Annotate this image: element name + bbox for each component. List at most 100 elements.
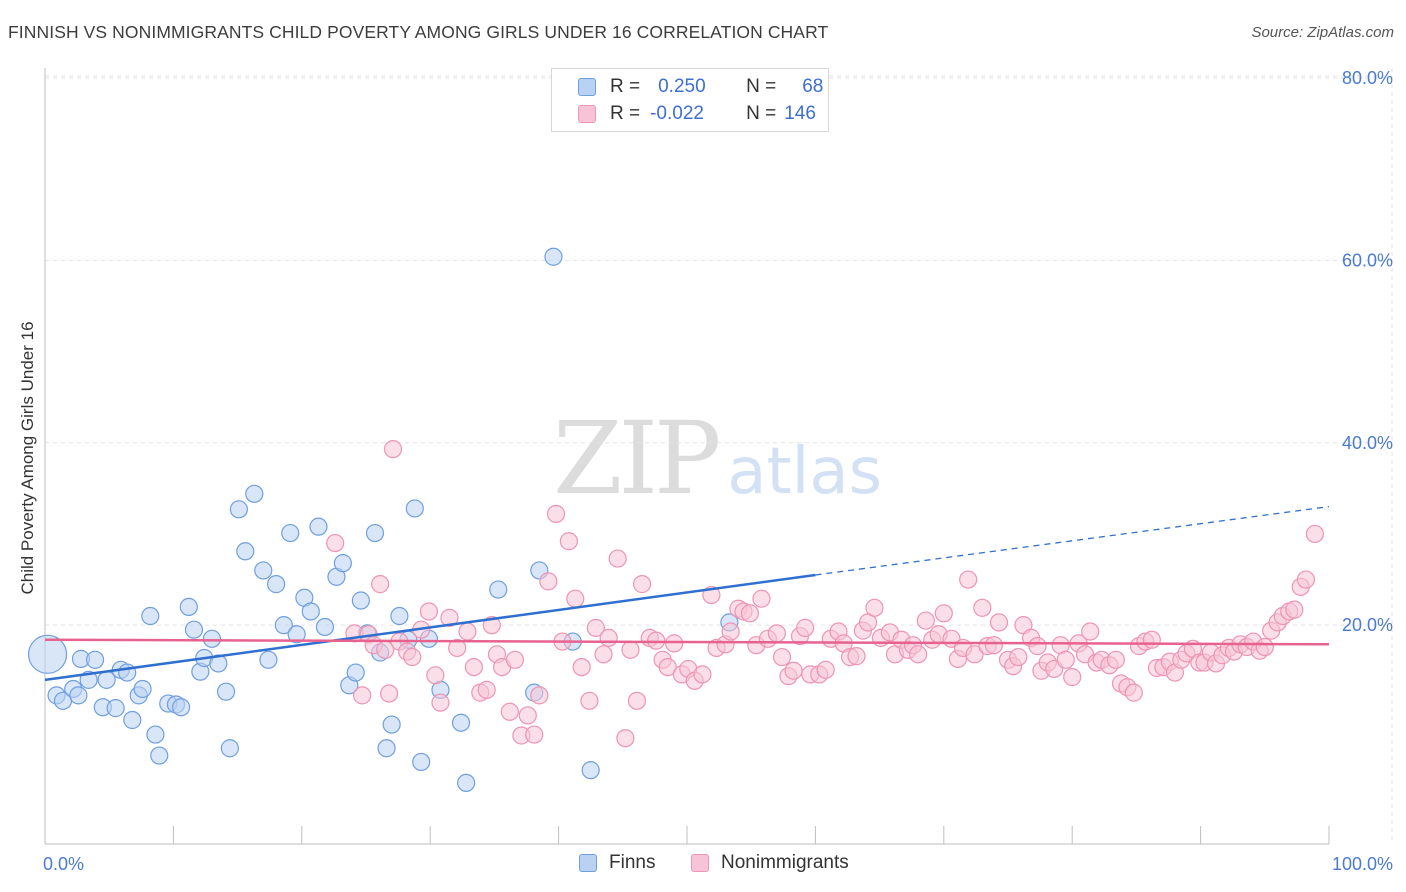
source-attribution: Source: ZipAtlas.com bbox=[1251, 24, 1394, 41]
nonimmigrants-point bbox=[772, 647, 792, 667]
legend-row-nonimmigrants: R = -0.022 N = 146 bbox=[578, 103, 816, 125]
finns-point bbox=[382, 715, 401, 734]
nonimmigrants-swatch bbox=[578, 105, 596, 123]
nonimmigrants-point bbox=[784, 661, 803, 680]
nonimmigrants-point bbox=[518, 706, 537, 725]
nonimmigrants-point bbox=[1305, 524, 1324, 544]
nonimmigrants-point bbox=[594, 645, 613, 664]
legend-item-finns[interactable]: Finns bbox=[579, 852, 655, 874]
finns-point bbox=[301, 602, 320, 621]
nonimmigrants-point bbox=[693, 665, 712, 684]
nonimmigrants-point bbox=[566, 589, 585, 608]
nonimmigrants-point bbox=[816, 660, 835, 679]
nonimmigrants-point bbox=[665, 634, 684, 653]
finns-point bbox=[457, 773, 476, 793]
nonimmigrants-point bbox=[752, 589, 771, 608]
nonimmigrants-point bbox=[847, 647, 866, 666]
nonimmigrants-point bbox=[546, 504, 566, 523]
finns-point bbox=[27, 634, 68, 674]
watermark: ZIP atlas bbox=[553, 400, 882, 517]
legend-item-nonimmigrants[interactable]: Nonimmigrants bbox=[691, 852, 849, 874]
finns-swatch bbox=[578, 78, 596, 96]
nonimmigrants-point bbox=[1009, 647, 1028, 667]
nonimmigrants-point bbox=[1124, 683, 1143, 702]
nonimmigrants-point bbox=[572, 657, 591, 677]
finns-point bbox=[390, 606, 409, 626]
finns-point bbox=[123, 710, 142, 730]
nonimmigrants-point bbox=[431, 693, 450, 712]
finns-point bbox=[377, 739, 396, 758]
legend-finns-label: Finns bbox=[609, 852, 656, 873]
finns-point bbox=[281, 523, 300, 543]
finns-r-value: 0.250 bbox=[658, 76, 706, 97]
nonimmigrants-point bbox=[616, 729, 635, 748]
nonimmigrants-point bbox=[1285, 600, 1304, 619]
finns-point bbox=[229, 500, 248, 519]
nonimmigrants-n-label: N = bbox=[746, 103, 777, 124]
finns-point bbox=[141, 606, 160, 626]
finns-point bbox=[236, 542, 255, 561]
nonimmigrants-n-value: 146 bbox=[784, 103, 816, 124]
finns-point bbox=[412, 752, 431, 772]
finns-point bbox=[351, 591, 370, 610]
finns-point bbox=[245, 484, 264, 503]
nonimmigrants-point bbox=[426, 666, 445, 685]
nonimmigrants-point bbox=[796, 618, 815, 637]
nonimmigrants-point bbox=[1106, 650, 1125, 669]
chart-title: FINNISH VS NONIMMIGRANTS CHILD POVERTY A… bbox=[8, 22, 829, 42]
legend-row-finns: R = 0.250 N = 68 bbox=[578, 76, 823, 98]
nonimmigrants-point bbox=[403, 647, 422, 667]
y-tick-label-60: 60.0% bbox=[1342, 250, 1393, 270]
nonimmigrants-point bbox=[477, 680, 496, 699]
finns-points bbox=[27, 247, 739, 793]
nonimmigrants-point bbox=[580, 691, 599, 710]
nonimmigrants-point bbox=[627, 691, 647, 710]
nonimmigrants-point bbox=[621, 640, 640, 659]
finns-point bbox=[274, 616, 293, 635]
tick-labels: 20.0% 40.0% 60.0% 80.0% 0.0% 100.0% bbox=[43, 68, 1393, 874]
nonimmigrants-r-value: -0.022 bbox=[650, 103, 704, 124]
nonimmigrants-trend-line bbox=[44, 638, 1330, 646]
nonimmigrants-point bbox=[965, 645, 984, 664]
finns-point bbox=[346, 663, 365, 682]
finns-point bbox=[259, 650, 278, 669]
nonimmigrants-point bbox=[559, 532, 578, 551]
series-legend: Finns Nonimmigrants bbox=[0, 852, 1406, 878]
finns-point bbox=[97, 670, 116, 689]
nonimmigrants-point bbox=[909, 645, 928, 664]
finns-trend-line bbox=[44, 573, 816, 682]
legend-finns-swatch bbox=[579, 854, 597, 872]
finns-n-value: 68 bbox=[802, 76, 824, 97]
nonimmigrants-point bbox=[539, 572, 558, 591]
nonimmigrants-point bbox=[984, 636, 1003, 655]
nonimmigrants-r-label: R = bbox=[610, 103, 641, 124]
finns-point bbox=[179, 597, 198, 617]
finns-point bbox=[405, 499, 424, 518]
nonimmigrants-point bbox=[525, 725, 544, 744]
nonimmigrants-point bbox=[464, 657, 483, 677]
finns-point bbox=[184, 620, 204, 639]
finns-point bbox=[209, 654, 228, 673]
finns-point bbox=[544, 247, 563, 266]
finns-point bbox=[150, 746, 169, 765]
finns-point bbox=[267, 575, 286, 594]
nonimmigrants-point bbox=[458, 622, 477, 641]
nonimmigrants-point bbox=[865, 598, 884, 617]
nonimmigrants-point bbox=[505, 650, 525, 669]
finns-r-label: R = bbox=[610, 76, 641, 97]
legend-nonimmigrants-label: Nonimmigrants bbox=[721, 852, 849, 873]
nonimmigrants-point bbox=[973, 598, 992, 617]
nonimmigrants-point bbox=[1081, 622, 1100, 641]
nonimmigrants-point bbox=[1142, 630, 1161, 649]
nonimmigrants-point bbox=[1255, 637, 1274, 657]
trend-lines bbox=[44, 505, 1330, 682]
nonimmigrants-point bbox=[353, 686, 372, 705]
finns-n-label: N = bbox=[746, 76, 777, 97]
finns-point bbox=[85, 650, 105, 669]
nonimmigrants-point bbox=[380, 684, 399, 703]
y-tick-label-20: 20.0% bbox=[1342, 615, 1393, 635]
finns-point bbox=[254, 561, 273, 580]
nonimmigrants-point bbox=[440, 608, 459, 627]
nonimmigrants-point bbox=[383, 440, 403, 459]
nonimmigrants-point bbox=[1028, 637, 1047, 656]
